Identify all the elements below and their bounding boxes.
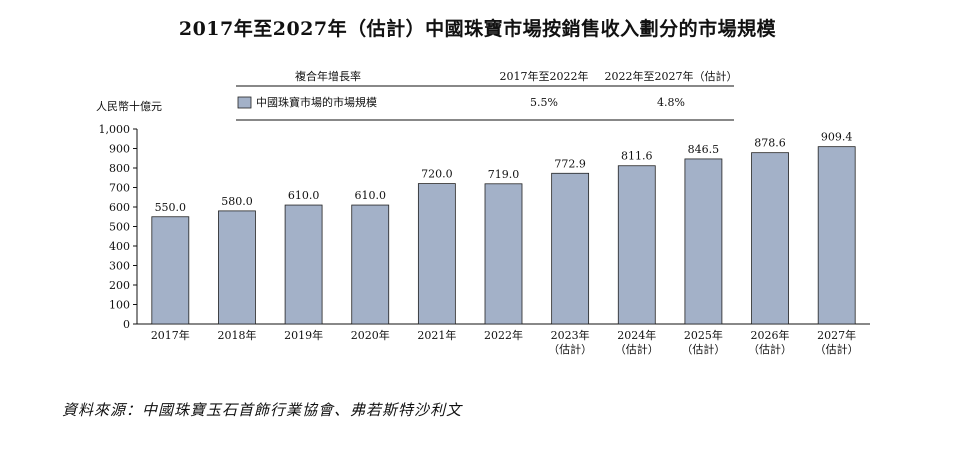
x-tick-labels: 2017年 2018年 2019年 2020年 2021年 2022年 2023年（估計）2…	[151, 328, 859, 356]
cagr-col1-value: 5.5%	[530, 96, 558, 109]
bar	[351, 204, 390, 325]
source-note: 資料來源：中國珠寶玉石首飾行業協會、弗若斯特沙利文	[62, 401, 463, 419]
value-labels: 550.0 580.0 610.0 610.0 720.0 719.0 772.9 811.6…	[155, 131, 853, 214]
x-tick-label: 2027年	[817, 328, 856, 342]
y-tick-label: 700	[109, 182, 130, 195]
bar-value-label: 550.0	[155, 201, 187, 214]
x-tick-label: 2021年	[417, 328, 456, 342]
y-tick-label: 0	[123, 318, 130, 331]
cagr-table: 複合年增長率 2017年至2022年 2022年至2027年（估計） 中國珠寶市…	[236, 69, 738, 121]
bar-value-label: 811.6	[621, 150, 653, 163]
bar-value-label: 878.6	[754, 137, 786, 150]
cagr-col2-header: 2022年至2027年（估計）	[605, 69, 738, 83]
bar-value-label: 909.4	[821, 131, 853, 144]
x-tick-note: （估計）	[548, 342, 592, 356]
bar	[684, 158, 723, 325]
x-tick-label: 2020年	[351, 328, 390, 342]
bar	[417, 183, 456, 325]
bar	[617, 165, 656, 325]
x-tick-note: （估計）	[815, 342, 859, 356]
bar-value-label: 610.0	[354, 189, 386, 202]
cagr-header-label: 複合年增長率	[295, 69, 361, 83]
x-tick-note: （估計）	[681, 342, 725, 356]
y-tick-label: 500	[109, 221, 130, 234]
bar-value-label: 580.0	[221, 195, 253, 208]
y-tick-label: 400	[109, 240, 130, 253]
y-tick-label: 1,000	[99, 123, 131, 136]
bar	[151, 216, 190, 325]
bar	[751, 152, 789, 325]
x-tick-label: 2018年	[217, 328, 256, 342]
x-tick-label: 2017年	[151, 328, 190, 342]
x-tick-label: 2026年	[751, 328, 790, 342]
y-tick-label: 800	[109, 162, 130, 175]
x-tick-label: 2024年	[617, 328, 656, 342]
y-tick-label: 900	[109, 143, 130, 156]
bar	[551, 172, 590, 325]
y-axis-label: 人民幣十億元	[96, 99, 162, 113]
bar	[484, 183, 523, 325]
bar-value-label: 720.0	[421, 168, 453, 181]
y-tick-label: 100	[109, 299, 130, 312]
y-tick-label: 600	[109, 201, 130, 214]
bar	[284, 204, 323, 325]
y-tick-label: 200	[109, 279, 130, 292]
bar-value-label: 719.0	[488, 168, 520, 181]
bar	[817, 146, 856, 325]
cagr-row-label: 中國珠寶市場的市場規模	[256, 95, 377, 109]
bar	[218, 210, 256, 325]
x-tick-label: 2022年	[484, 328, 523, 342]
bar-value-label: 846.5	[688, 143, 720, 156]
bar-value-label: 610.0	[288, 189, 320, 202]
chart-title: 2017年至2027年（估計）中國珠寶市場按銷售收入劃分的市場規模	[178, 18, 777, 40]
cagr-col1-header: 2017年至2022年	[500, 69, 589, 83]
x-tick-label: 2025年	[684, 328, 723, 342]
legend-swatch	[237, 96, 252, 109]
x-tick-note: （估計）	[748, 342, 792, 356]
x-tick-label: 2019年	[284, 328, 323, 342]
x-tick-label: 2023年	[551, 328, 590, 342]
bar-value-label: 772.9	[554, 157, 586, 170]
x-tick-note: （估計）	[615, 342, 659, 356]
bars	[151, 146, 856, 325]
cagr-col2-value: 4.8%	[657, 96, 685, 109]
y-tick-label: 300	[109, 260, 130, 273]
